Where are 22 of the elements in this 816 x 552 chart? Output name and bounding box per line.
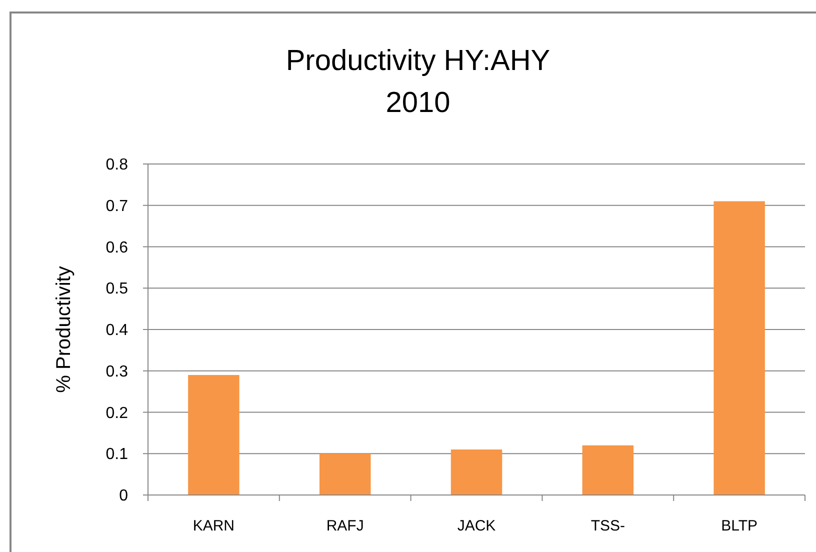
x-tick-label: JACK	[457, 517, 496, 534]
chart-title: Productivity HY:AHY	[286, 45, 550, 77]
y-tick-label: 0	[119, 488, 128, 505]
y-tick-label: 0.5	[106, 280, 128, 298]
y-tick-label: 0.8	[106, 156, 128, 174]
y-tick-label: 0.4	[106, 322, 128, 340]
bar	[714, 201, 765, 495]
y-tick-label: 0.6	[106, 239, 128, 256]
y-axis-title: % Productivity	[53, 266, 75, 393]
bar	[582, 445, 634, 495]
bar	[188, 375, 240, 495]
y-tick-label: 0.2	[106, 404, 128, 422]
bar	[319, 454, 371, 495]
y-tick-label: 0.3	[106, 363, 128, 380]
x-tick-label: RAFJ	[326, 517, 364, 534]
x-tick-label: TSS-	[590, 517, 625, 534]
x-tick-label: KARN	[192, 517, 235, 534]
chart-subtitle: 2010	[386, 87, 450, 119]
y-tick-label: 0.1	[106, 446, 128, 464]
bar	[450, 449, 502, 495]
x-tick-label: BLTP	[721, 517, 758, 534]
y-tick-label: 0.7	[106, 198, 128, 215]
